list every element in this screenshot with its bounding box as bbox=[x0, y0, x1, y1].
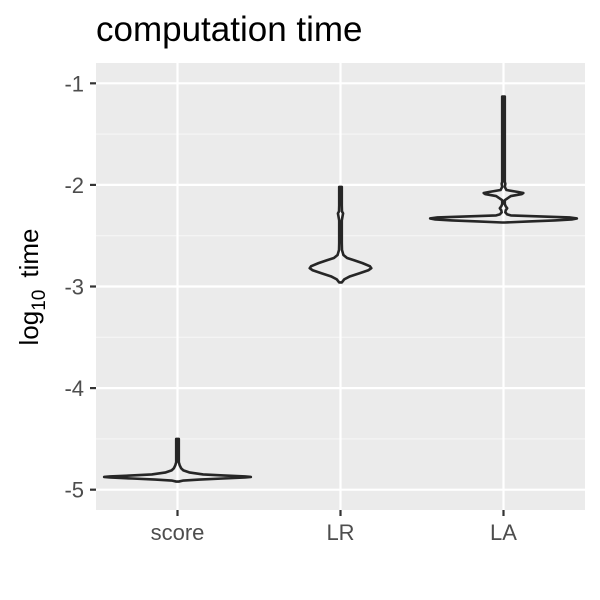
y-axis-label-main: log bbox=[14, 311, 44, 346]
y-axis-label-subscript: 10 bbox=[29, 290, 50, 311]
y-tick-label: -5 bbox=[64, 478, 84, 503]
violin-LR bbox=[308, 185, 373, 284]
major-gridlines bbox=[96, 63, 585, 510]
chart-title: computation time bbox=[96, 10, 363, 49]
x-tick-label: LR bbox=[326, 520, 354, 545]
y-tick-label: -2 bbox=[64, 173, 84, 198]
y-axis: -5 -4 -3 -2 -1 bbox=[64, 71, 96, 503]
y-tick-label: -3 bbox=[64, 275, 84, 300]
y-axis-label-suffix: time bbox=[14, 229, 44, 278]
y-axis-label: log10 time bbox=[14, 229, 50, 346]
y-tick-label: -1 bbox=[64, 71, 84, 96]
violin-LA bbox=[428, 95, 579, 224]
y-tick-label: -4 bbox=[64, 376, 84, 401]
violin-score bbox=[102, 437, 253, 483]
x-tick-label: LA bbox=[490, 520, 517, 545]
x-axis: score LR LA bbox=[151, 510, 517, 545]
x-tick-label: score bbox=[151, 520, 205, 545]
violins-layer bbox=[102, 95, 579, 483]
